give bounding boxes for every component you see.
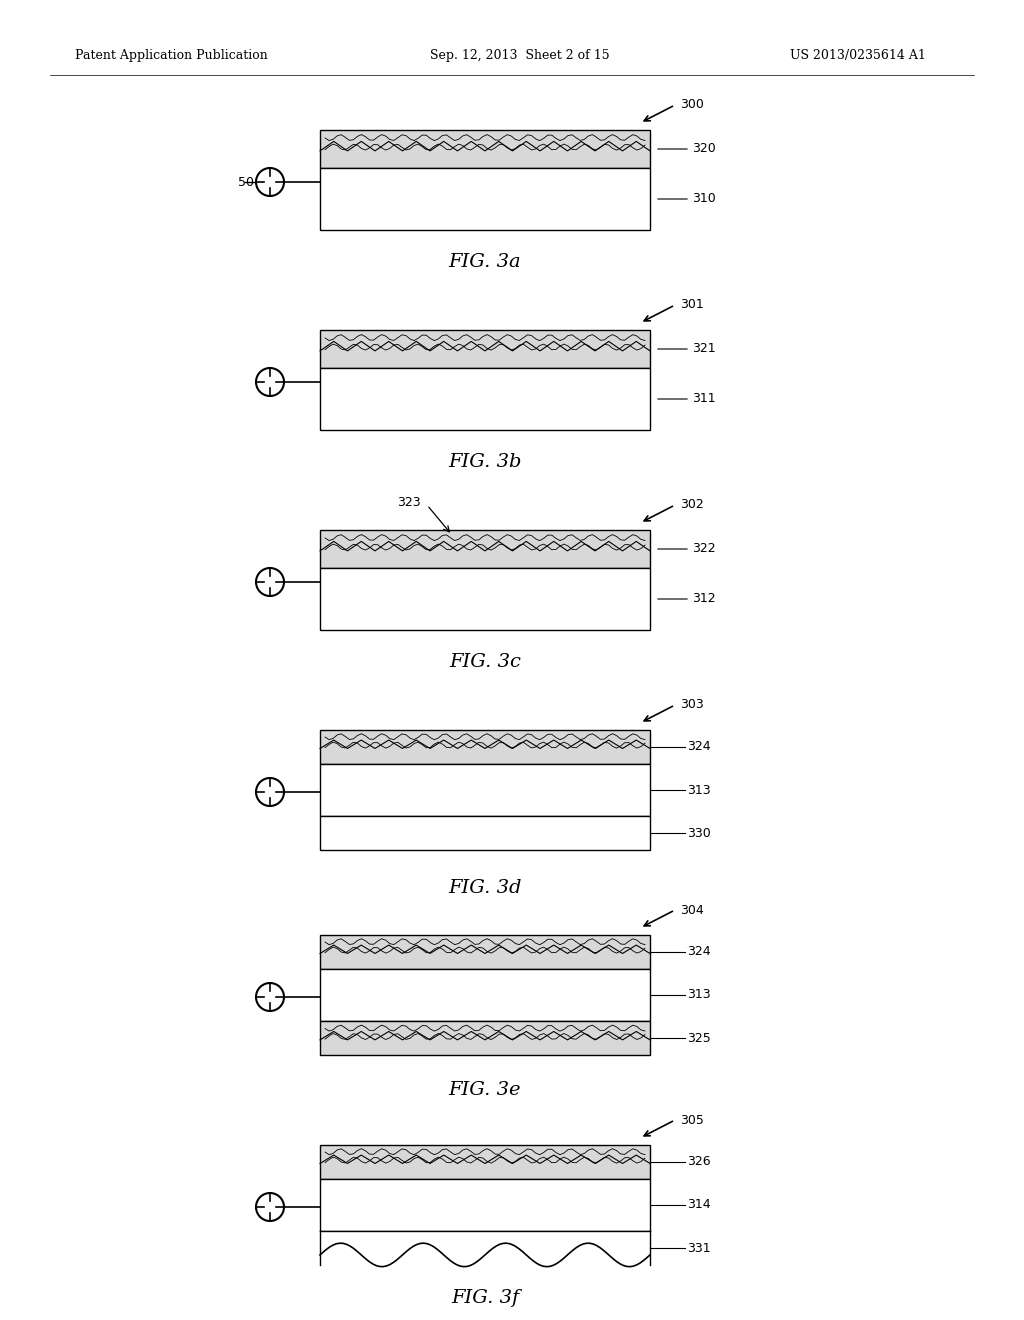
Text: 311: 311 <box>692 392 716 405</box>
Text: 326: 326 <box>687 1155 711 1168</box>
FancyBboxPatch shape <box>319 330 650 368</box>
FancyBboxPatch shape <box>319 368 650 430</box>
FancyBboxPatch shape <box>319 935 650 969</box>
Text: Patent Application Publication: Patent Application Publication <box>75 49 267 62</box>
Text: 50: 50 <box>238 176 254 189</box>
FancyBboxPatch shape <box>319 1144 650 1179</box>
FancyBboxPatch shape <box>319 1022 650 1055</box>
Text: 330: 330 <box>687 826 711 840</box>
FancyBboxPatch shape <box>319 763 650 816</box>
FancyBboxPatch shape <box>319 969 650 1022</box>
Text: 324: 324 <box>687 945 711 958</box>
Text: 321: 321 <box>692 342 716 355</box>
Text: 323: 323 <box>397 495 421 508</box>
Text: FIG. 3d: FIG. 3d <box>449 879 522 898</box>
Text: FIG. 3f: FIG. 3f <box>451 1290 519 1307</box>
FancyBboxPatch shape <box>319 531 650 568</box>
Text: 310: 310 <box>692 193 716 206</box>
Text: Sep. 12, 2013  Sheet 2 of 15: Sep. 12, 2013 Sheet 2 of 15 <box>430 49 609 62</box>
Text: 305: 305 <box>680 1114 703 1126</box>
FancyBboxPatch shape <box>319 568 650 630</box>
FancyBboxPatch shape <box>319 1179 650 1232</box>
FancyBboxPatch shape <box>319 816 650 850</box>
Text: 313: 313 <box>687 989 711 1002</box>
Text: 313: 313 <box>687 784 711 796</box>
Text: 301: 301 <box>680 298 703 312</box>
Text: FIG. 3b: FIG. 3b <box>449 453 522 471</box>
Text: 303: 303 <box>680 698 703 711</box>
FancyBboxPatch shape <box>319 730 650 763</box>
Text: 314: 314 <box>687 1199 711 1212</box>
Text: 300: 300 <box>680 99 703 111</box>
Text: 325: 325 <box>687 1032 711 1044</box>
Text: 322: 322 <box>692 543 716 556</box>
Text: 320: 320 <box>692 143 716 156</box>
FancyBboxPatch shape <box>319 168 650 230</box>
FancyBboxPatch shape <box>319 129 650 168</box>
Text: 304: 304 <box>680 903 703 916</box>
Text: FIG. 3e: FIG. 3e <box>449 1081 521 1100</box>
FancyBboxPatch shape <box>319 1232 650 1265</box>
Text: FIG. 3c: FIG. 3c <box>450 653 521 671</box>
Text: 302: 302 <box>680 499 703 511</box>
Text: US 2013/0235614 A1: US 2013/0235614 A1 <box>790 49 926 62</box>
Text: 331: 331 <box>687 1242 711 1255</box>
Text: 312: 312 <box>692 593 716 606</box>
Text: 324: 324 <box>687 741 711 754</box>
Text: FIG. 3a: FIG. 3a <box>449 253 521 271</box>
